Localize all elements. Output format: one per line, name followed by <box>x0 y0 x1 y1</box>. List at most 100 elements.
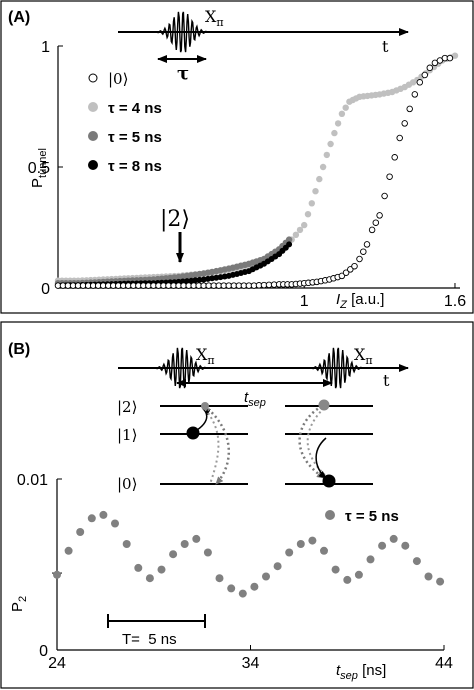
svg-text:Ptunnel: Ptunnel <box>29 148 49 188</box>
panel-a-ylabel: P <box>29 178 46 188</box>
point-tau4 <box>296 226 304 234</box>
point-ket0 <box>411 91 419 98</box>
panel-b-ylabel-sub: 2 <box>17 596 29 602</box>
point-tau5-b <box>145 574 154 583</box>
point-tau4 <box>304 211 312 218</box>
panel-a-pulse-envelope <box>150 11 214 53</box>
panel-a-marks <box>54 52 459 289</box>
level-1-label: |1⟩ <box>117 426 137 444</box>
panel-a-ytick-label: 0.5 <box>28 160 50 177</box>
legend-label-tau8: τ = 8 ns <box>108 158 162 175</box>
left-transition-dotted <box>207 408 230 485</box>
panel-b-xtick-label: 24 <box>48 655 66 672</box>
point-ket0 <box>347 266 354 273</box>
panel-b-label: (B) <box>8 341 30 358</box>
point-tau4 <box>316 175 323 183</box>
point-tau5-b <box>76 528 85 536</box>
panel-a-label: (A) <box>8 9 30 26</box>
point-tau4 <box>327 140 334 148</box>
panel-a-pulse-sub: π <box>216 16 223 29</box>
point-tau4 <box>301 221 308 229</box>
panel-a-tau-label: τ <box>177 63 189 84</box>
panel-b-frame <box>0 321 474 689</box>
point-tau5-b <box>134 563 143 572</box>
point-tau5-b <box>99 510 108 519</box>
left-state-ball-black <box>186 426 200 440</box>
panel-a-ytick-label: 0 <box>41 281 50 298</box>
panel-b-tsep-label: t <box>244 389 249 406</box>
point-ket0 <box>363 241 371 248</box>
point-tau5-b <box>366 555 375 564</box>
svg-text:P2: P2 <box>9 596 29 612</box>
panel-a-time-label: t <box>382 37 389 56</box>
right-transition-dotted2 <box>306 407 327 477</box>
panel-a-pulse-sequence: Xπ t τ <box>118 7 409 84</box>
point-ket0 <box>431 59 439 67</box>
point-tau5-b <box>215 574 224 583</box>
point-tau4 <box>319 163 327 171</box>
point-tau5-b <box>262 572 270 581</box>
point-ket0 <box>436 57 444 64</box>
panel-b-ytick-label: 0 <box>39 643 48 660</box>
panel-b-pulse1-sub: π <box>207 354 214 367</box>
point-tau5-b <box>331 565 340 574</box>
panel-a-frame <box>0 0 474 314</box>
point-tau4 <box>334 120 342 127</box>
point-tau5-b <box>169 550 178 559</box>
pulse-b1-wave <box>149 347 213 389</box>
legend-label-tau5: τ = 5 ns <box>108 129 162 146</box>
panel-b-level-diagram: |2⟩ |1⟩ |0⟩ <box>117 398 373 493</box>
panel-b-time-label: t <box>383 371 390 390</box>
point-tau4 <box>451 52 459 59</box>
point-ket0 <box>368 226 376 234</box>
point-ket0 <box>356 255 363 263</box>
point-tau5-b <box>192 534 201 543</box>
panel-b-xlabel-sub: sep <box>340 670 358 682</box>
legend-label-tau4: τ = 4 ns <box>108 100 162 117</box>
pulse-b2-wave <box>305 347 369 389</box>
point-tau5-b <box>227 584 236 593</box>
level-2-label: |2⟩ <box>117 398 137 416</box>
panel-b-ylabel: P <box>9 602 26 612</box>
point-ket0 <box>376 212 383 219</box>
point-ket0 <box>391 154 398 161</box>
point-tau5-b <box>122 540 131 548</box>
point-tau5-b <box>87 514 96 523</box>
point-tau5-b <box>378 541 387 550</box>
point-tau4 <box>338 110 346 118</box>
point-tau5-b <box>412 557 421 566</box>
panel-b-xtick-label: 34 <box>242 655 260 672</box>
point-ket0 <box>421 71 429 79</box>
panel-b-period-label: T= 5 ns <box>122 631 177 648</box>
point-ket0 <box>406 105 413 113</box>
panel-a-pulse-label: X <box>205 7 217 26</box>
svg-text:tsep: tsep <box>244 389 266 409</box>
legend-marker-tau8 <box>88 160 98 170</box>
panel-b-pulse2-sub: π <box>365 354 372 367</box>
point-ket0 <box>342 269 350 276</box>
point-tau5-b <box>320 546 328 555</box>
svg-text:tsep [ns]: tsep [ns] <box>336 662 386 682</box>
point-tau5-b <box>64 546 73 555</box>
point-ket0 <box>426 64 434 72</box>
panel-b-pulse1-label: X <box>196 345 208 364</box>
legend-marker-ket0 <box>88 73 98 83</box>
panel-a-xlabel-unit: [a.u.] <box>347 291 385 308</box>
point-tau5-b <box>157 565 166 574</box>
point-ket0 <box>446 54 454 62</box>
panel-a-ylabel-sub: tunnel <box>37 148 49 178</box>
svg-text:Xπ: Xπ <box>354 345 373 367</box>
point-tau5-b <box>285 548 294 557</box>
point-ket0 <box>381 192 388 200</box>
point-tau4 <box>331 129 338 137</box>
svg-text:Xπ: Xπ <box>196 345 215 367</box>
point-ket0 <box>351 262 358 270</box>
right-transition-dotted <box>298 404 325 480</box>
point-tau5-b <box>354 570 363 579</box>
legend-marker-tau4 <box>88 102 98 112</box>
panel-a-legend: |0⟩ τ = 4 ns τ = 5 ns τ = 8 ns <box>88 70 162 175</box>
right-state-ball-black <box>322 474 336 488</box>
panel-b-pulse1-envelope <box>149 347 213 389</box>
panel-b-legend-marker <box>325 510 335 520</box>
